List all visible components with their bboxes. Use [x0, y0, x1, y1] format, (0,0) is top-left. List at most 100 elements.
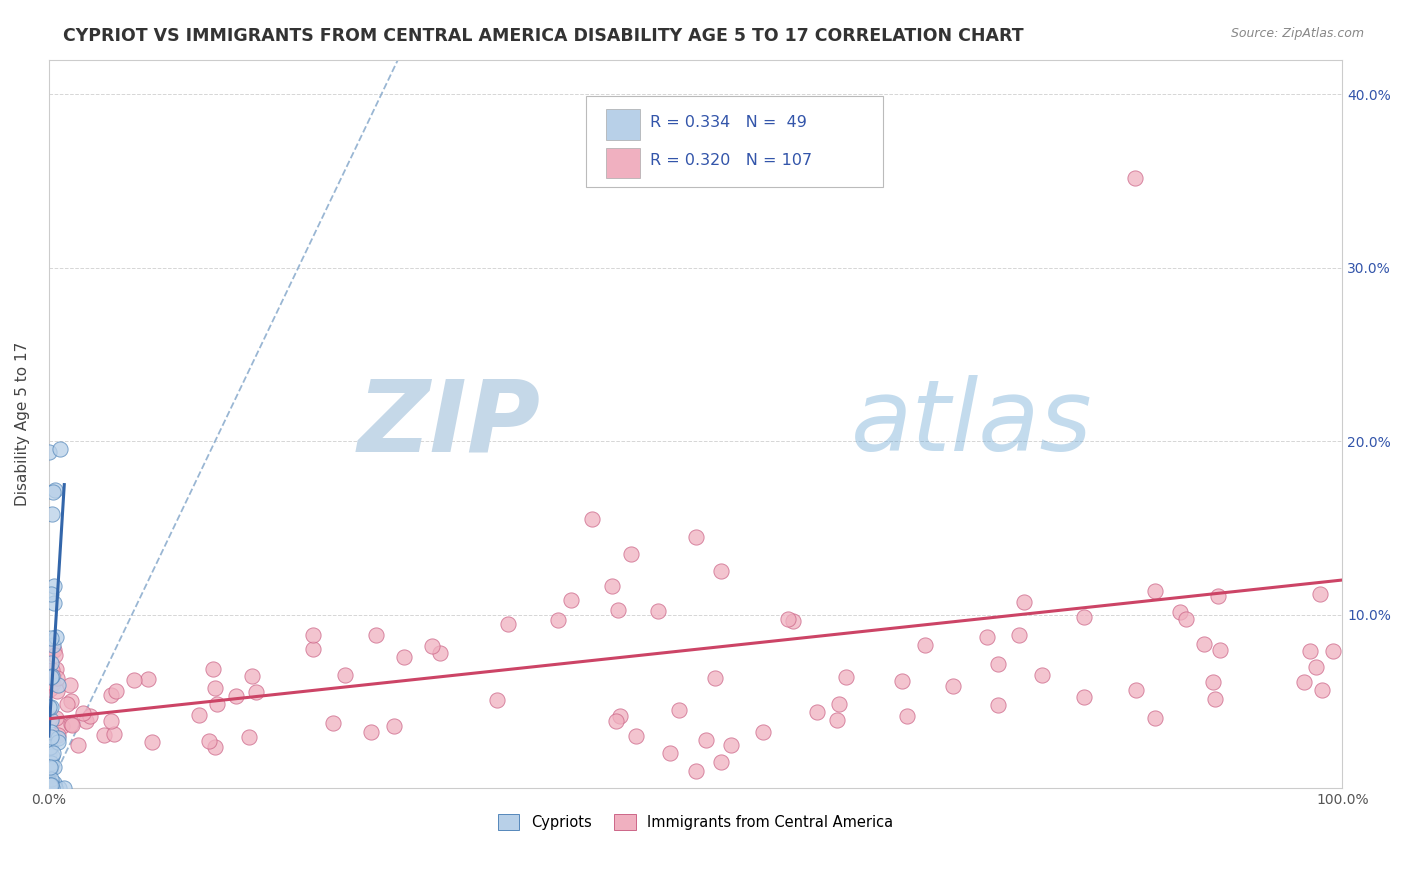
- Point: [1206, 589, 1229, 603]
- Point: [695, 732, 717, 747]
- Point: [42, 484, 65, 499]
- Point: [66, 738, 89, 752]
- Text: R = 0.334   N =  49: R = 0.334 N = 49: [650, 115, 807, 130]
- Point: [987, 657, 1010, 672]
- Point: [46, 678, 69, 692]
- Point: [752, 725, 775, 739]
- Point: [38, 761, 60, 775]
- Point: [41, 749, 63, 764]
- Point: [322, 716, 344, 731]
- Point: [42, 775, 65, 789]
- Point: [302, 628, 325, 642]
- Point: [59, 678, 82, 692]
- Point: [41, 772, 63, 786]
- Point: [44, 483, 66, 497]
- Point: [658, 747, 681, 761]
- Point: [420, 639, 443, 653]
- Point: [39, 764, 62, 778]
- Point: [39, 670, 62, 684]
- Point: [600, 579, 623, 593]
- Point: [1031, 668, 1053, 682]
- Point: [987, 698, 1010, 713]
- Point: [39, 777, 62, 791]
- Y-axis label: Disability Age 5 to 17: Disability Age 5 to 17: [15, 342, 30, 506]
- Point: [668, 703, 690, 717]
- Point: [60, 694, 83, 708]
- Point: [38, 781, 60, 796]
- Point: [39, 681, 62, 696]
- Point: [45, 711, 67, 725]
- Point: [105, 684, 128, 698]
- Point: [44, 781, 66, 796]
- Point: [1073, 690, 1095, 704]
- Point: [1201, 675, 1223, 690]
- Point: [204, 681, 226, 695]
- Point: [710, 565, 733, 579]
- Point: [38, 740, 60, 755]
- Text: CYPRIOT VS IMMIGRANTS FROM CENTRAL AMERICA DISABILITY AGE 5 TO 17 CORRELATION CH: CYPRIOT VS IMMIGRANTS FROM CENTRAL AMERI…: [63, 27, 1024, 45]
- Point: [1125, 682, 1147, 697]
- Point: [720, 738, 742, 752]
- Point: [41, 781, 63, 796]
- Point: [225, 689, 247, 703]
- Point: [685, 764, 707, 778]
- Point: [100, 714, 122, 729]
- Point: [1209, 643, 1232, 657]
- Point: [1174, 612, 1197, 626]
- Point: [941, 679, 963, 693]
- Point: [1012, 595, 1035, 609]
- Point: [59, 717, 82, 731]
- Point: [834, 670, 856, 684]
- Point: [93, 728, 115, 742]
- Point: [42, 676, 65, 690]
- Point: [187, 708, 209, 723]
- Point: [38, 747, 60, 761]
- Point: [560, 593, 582, 607]
- Point: [1194, 637, 1216, 651]
- Point: [45, 672, 67, 686]
- Point: [41, 507, 63, 521]
- Point: [703, 671, 725, 685]
- Point: [197, 734, 219, 748]
- Point: [1008, 628, 1031, 642]
- FancyBboxPatch shape: [606, 147, 640, 178]
- Point: [1305, 660, 1327, 674]
- Point: [302, 641, 325, 656]
- Point: [1292, 674, 1315, 689]
- Point: [496, 617, 519, 632]
- Point: [1322, 644, 1344, 658]
- Point: [914, 638, 936, 652]
- Point: [1143, 583, 1166, 598]
- Point: [39, 781, 62, 796]
- Point: [1310, 682, 1333, 697]
- Point: [62, 718, 84, 732]
- Point: [42, 670, 65, 684]
- Point: [39, 724, 62, 739]
- Point: [75, 714, 97, 728]
- Text: ZIP: ZIP: [357, 376, 540, 473]
- Point: [44, 596, 66, 610]
- Point: [394, 649, 416, 664]
- Point: [1299, 644, 1322, 658]
- FancyBboxPatch shape: [585, 96, 883, 187]
- Point: [620, 547, 643, 561]
- Point: [360, 725, 382, 739]
- FancyBboxPatch shape: [606, 109, 640, 140]
- Point: [46, 731, 69, 745]
- Point: [1123, 170, 1146, 185]
- Point: [38, 781, 60, 796]
- Point: [1144, 711, 1167, 725]
- Point: [122, 673, 145, 687]
- Point: [136, 672, 159, 686]
- Text: Source: ZipAtlas.com: Source: ZipAtlas.com: [1230, 27, 1364, 40]
- Point: [647, 604, 669, 618]
- Point: [485, 693, 508, 707]
- Point: [976, 630, 998, 644]
- Point: [46, 735, 69, 749]
- Point: [44, 648, 66, 662]
- Point: [607, 603, 630, 617]
- Point: [100, 688, 122, 702]
- Point: [56, 698, 79, 712]
- Point: [238, 730, 260, 744]
- Point: [39, 700, 62, 714]
